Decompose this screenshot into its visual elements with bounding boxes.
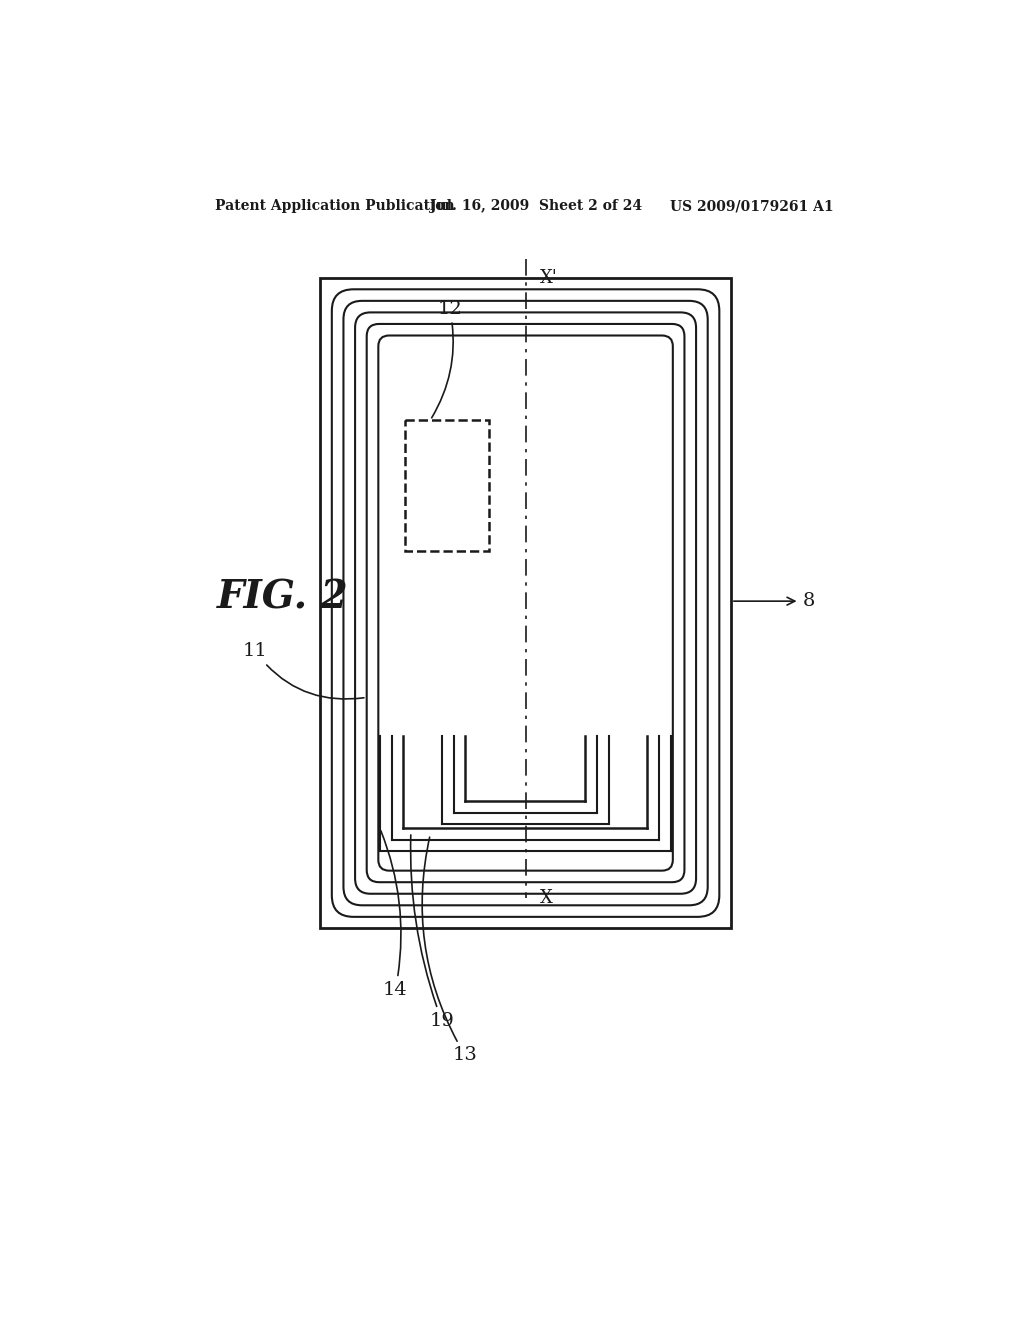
Bar (321, 277, 731, 928)
Text: 14: 14 (381, 830, 408, 999)
Text: Jul. 16, 2009  Sheet 2 of 24: Jul. 16, 2009 Sheet 2 of 24 (430, 199, 642, 213)
Text: Patent Application Publication: Patent Application Publication (215, 199, 455, 213)
Text: X: X (540, 888, 552, 907)
Text: 11: 11 (243, 643, 364, 700)
Text: 8: 8 (734, 593, 815, 610)
Text: US 2009/0179261 A1: US 2009/0179261 A1 (671, 199, 835, 213)
Text: 13: 13 (422, 837, 477, 1064)
Text: FIG. 2: FIG. 2 (217, 578, 349, 616)
Bar (406, 420, 489, 552)
Text: X': X' (540, 269, 557, 286)
Text: 12: 12 (432, 300, 462, 418)
Text: 19: 19 (411, 836, 455, 1030)
